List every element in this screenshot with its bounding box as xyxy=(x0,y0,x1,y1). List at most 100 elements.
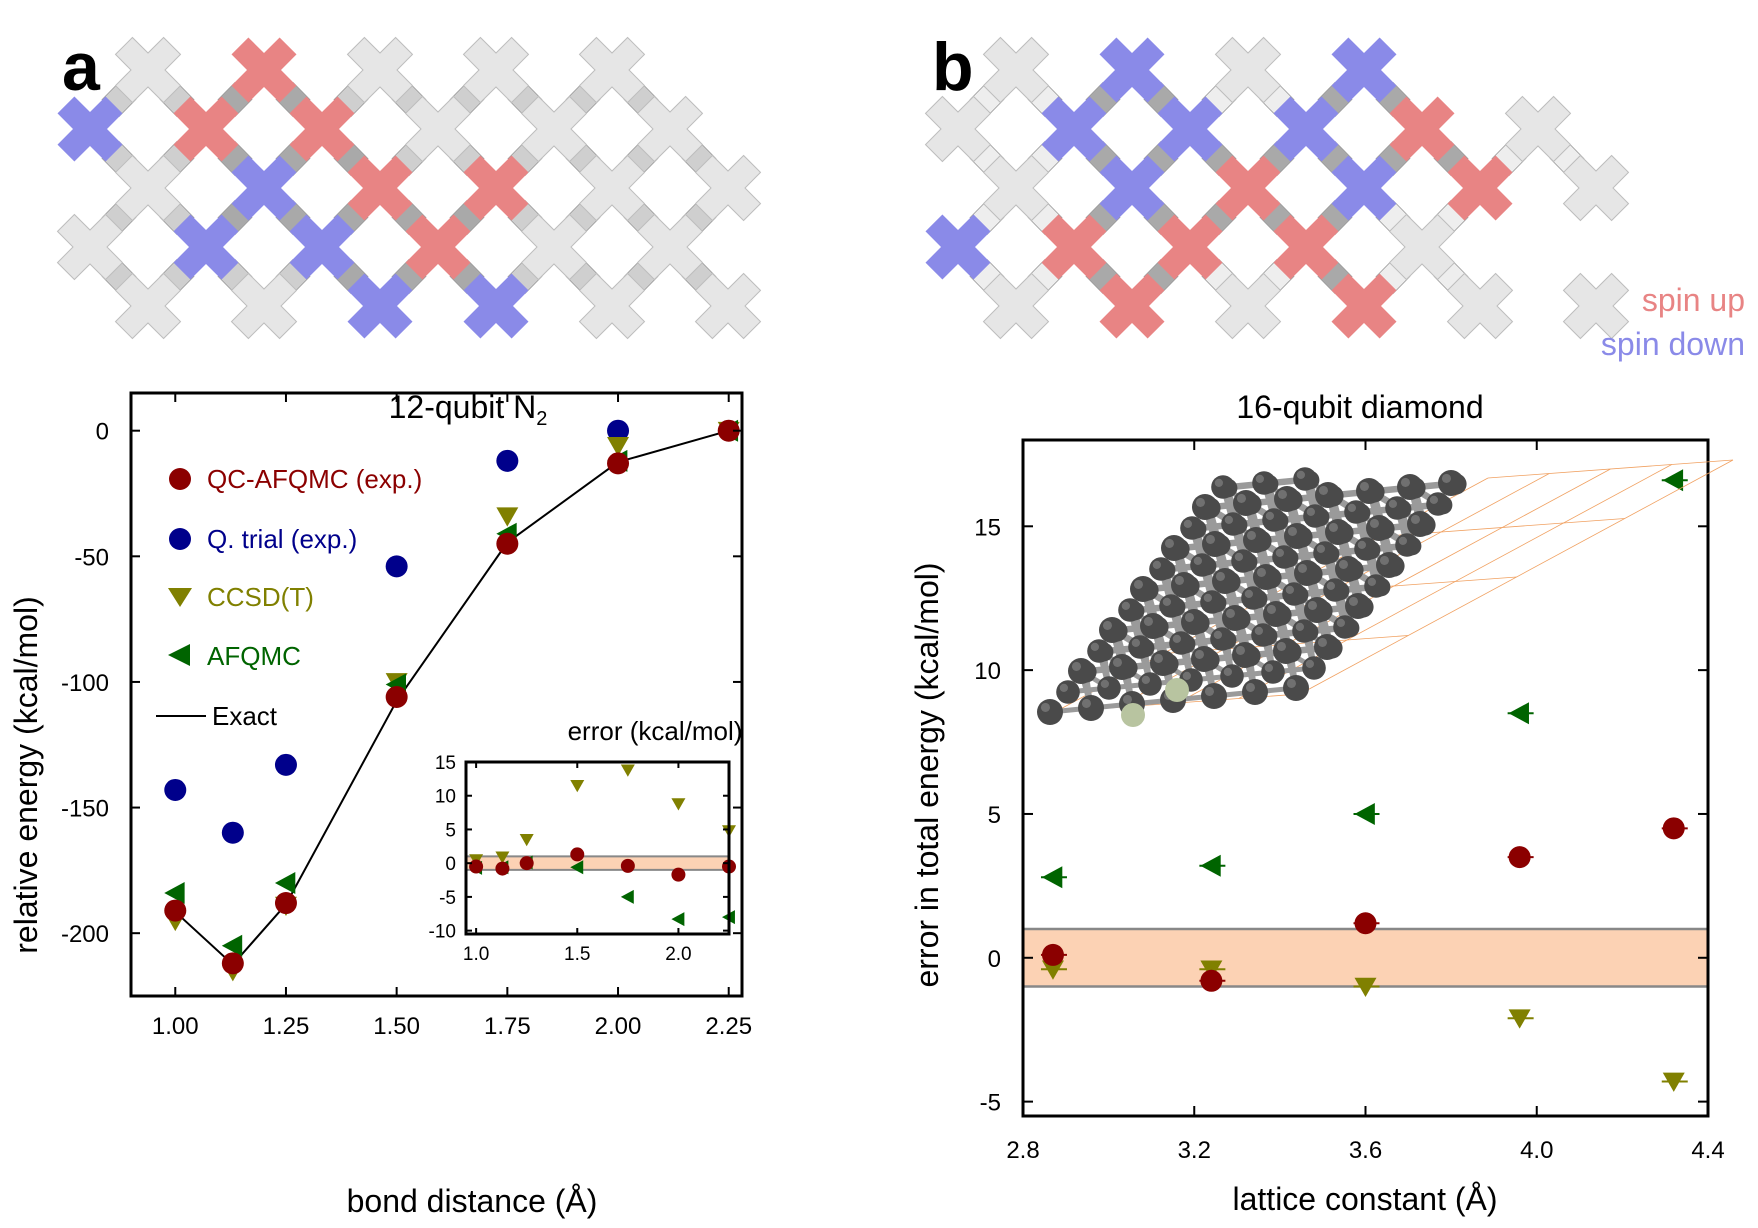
atom-highlight xyxy=(1275,548,1284,557)
carbon-atom xyxy=(1314,634,1340,660)
atom-highlight xyxy=(1090,642,1099,651)
a-ytick-label: -200 xyxy=(61,921,109,948)
inset-point-ccsdt xyxy=(519,833,534,847)
carbon-atom xyxy=(1323,578,1347,602)
carbon-atom xyxy=(1159,594,1183,618)
atom-highlight xyxy=(1367,577,1376,586)
point-afqmc xyxy=(274,871,296,894)
carbon-atom xyxy=(1221,512,1245,536)
carbon-atom xyxy=(1283,675,1309,701)
unit-cell-edge xyxy=(1299,459,1734,695)
qubit-spin-down xyxy=(57,96,123,162)
inset-point-ccsdt xyxy=(495,851,510,864)
point-afqmc xyxy=(1041,866,1063,889)
point-afqmc xyxy=(164,881,185,904)
point-qc xyxy=(1508,846,1531,869)
a-xtick-label: 1.50 xyxy=(373,1013,420,1040)
b-frame xyxy=(1021,438,1710,1118)
chart-b-ylabel: error in total energy (kcal/mol) xyxy=(909,562,945,987)
inset-ytick-label: -5 xyxy=(439,888,456,909)
qubit-spin-up xyxy=(173,96,239,162)
atom-highlight xyxy=(1235,645,1245,655)
diamond-crystal-illustration xyxy=(1037,459,1734,727)
carbon-atom xyxy=(1274,486,1300,512)
carbon-atom xyxy=(1150,650,1176,676)
carbon-atom xyxy=(1354,537,1378,561)
carbon-atom xyxy=(1210,627,1234,651)
a-xtick-label: 1.75 xyxy=(484,1013,531,1040)
chart-a-ylabel: relative energy (kcal/mol) xyxy=(8,596,44,953)
chart-a-xlabel: bond distance (Å) xyxy=(347,1183,598,1219)
carbon-atom xyxy=(1181,609,1207,635)
atom-highlight xyxy=(1388,499,1397,508)
b-ytick-label: 15 xyxy=(974,514,1001,541)
qubit-lattice-b xyxy=(924,36,1630,340)
qubit-spin-down xyxy=(289,214,355,280)
inset-point-afqmc xyxy=(570,860,584,875)
carbon-atom xyxy=(1426,492,1450,516)
carbon-atom xyxy=(1344,500,1368,524)
inset-point-qc xyxy=(570,847,585,862)
carbon-atom xyxy=(1364,574,1388,598)
point-ccsdt xyxy=(1041,960,1064,980)
a-ytick-label: -150 xyxy=(61,796,109,823)
point-qtrial xyxy=(274,753,297,776)
qubit-lattice-a xyxy=(56,36,762,340)
chart-b-title: 16-qubit diamond xyxy=(1236,389,1483,425)
a-xtick-label: 2.00 xyxy=(595,1013,642,1040)
inset-point-qc xyxy=(469,859,484,874)
atom-highlight xyxy=(1059,683,1068,692)
carbon-atom xyxy=(1099,617,1125,643)
carbon-atom xyxy=(1201,683,1227,709)
carbon-atom xyxy=(1333,615,1357,639)
atom-highlight xyxy=(1429,495,1438,504)
qubit-inactive xyxy=(520,95,588,163)
qubit-spin-down xyxy=(1331,37,1397,103)
point-qtrial xyxy=(385,555,408,578)
qubit-spin-up xyxy=(1389,96,1455,162)
point-qc xyxy=(1662,817,1685,840)
inset-xtick-label: 1.5 xyxy=(564,944,590,965)
chart-a-legend: QC-AFQMC (exp.) Q. trial (exp.) CCSD(T) … xyxy=(156,464,422,731)
atom-highlight xyxy=(1153,653,1163,663)
point-ccsdt xyxy=(607,436,630,457)
carbon-atom xyxy=(1303,504,1327,528)
carbon-atom xyxy=(1180,516,1204,540)
qubit-spin-down xyxy=(1041,96,1107,162)
point-afqmc xyxy=(1508,702,1529,725)
chart-b-plot: 2.8 3.2 3.6 4.0 4.4 15 10 5 0 -5 xyxy=(974,438,1725,1164)
qubit-inactive xyxy=(982,36,1050,104)
inset-point-ccsdt xyxy=(570,780,585,793)
carbon-atom xyxy=(1078,695,1104,721)
carbon-atom xyxy=(1232,642,1258,668)
chart-a-plot: 1.00 1.25 1.50 1.75 2.00 2.250-50-100-150-200 xyxy=(61,391,752,1040)
inset-ytick-label: -10 xyxy=(429,922,456,943)
inset-ytick-label: 0 xyxy=(445,854,456,875)
qubit-spin-down xyxy=(231,155,297,221)
qubit-spin-down xyxy=(1157,96,1223,162)
a-xtick-label: 2.25 xyxy=(705,1013,752,1040)
point-qc xyxy=(717,419,740,442)
carbon-atom xyxy=(1149,557,1173,581)
qubit-inactive xyxy=(1388,213,1456,281)
atom-highlight xyxy=(1100,679,1109,688)
atom-highlight xyxy=(1276,641,1286,651)
qubit-spin-down xyxy=(347,273,413,339)
b-ytick-label: 0 xyxy=(988,946,1001,973)
carbon-atom xyxy=(1241,586,1265,610)
b-xtick-label: 4.4 xyxy=(1691,1137,1724,1164)
atom-highlight xyxy=(1141,675,1150,684)
atom-highlight xyxy=(1164,538,1174,548)
qubit-inactive xyxy=(1214,272,1282,340)
carbon-atom xyxy=(1261,660,1285,684)
carbon-atom xyxy=(1130,576,1156,602)
carbon-atom xyxy=(1292,619,1316,643)
point-afqmc xyxy=(1200,854,1221,877)
atom-highlight xyxy=(1336,618,1345,627)
atom-highlight xyxy=(1203,593,1212,602)
qubit-inactive xyxy=(694,154,762,222)
qubit-inactive xyxy=(924,95,992,163)
carbon-atom xyxy=(1294,560,1320,586)
atom-highlight xyxy=(1131,638,1140,647)
